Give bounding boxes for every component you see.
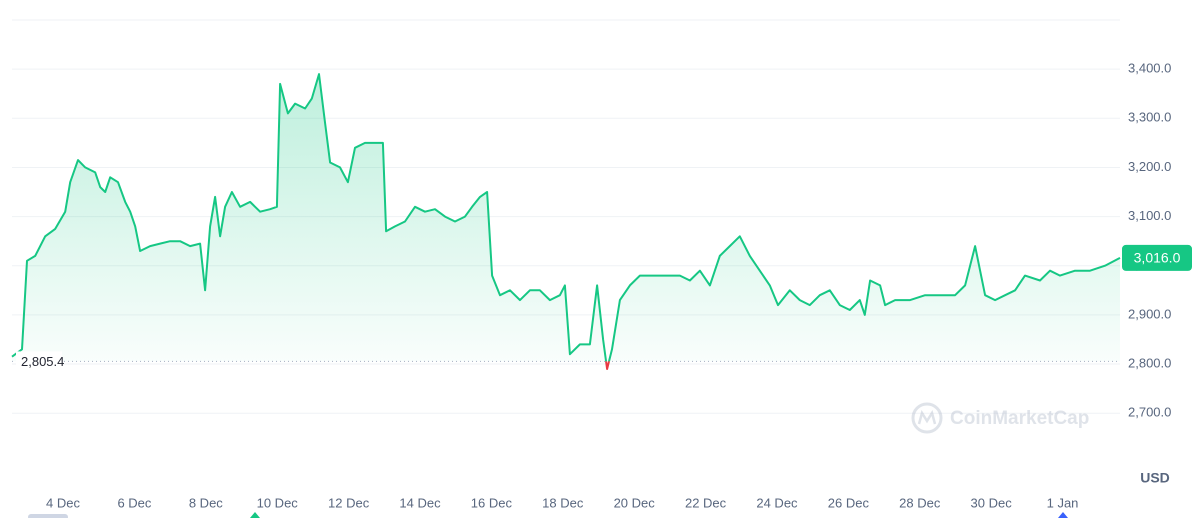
watermark: CoinMarketCap	[911, 402, 1089, 434]
x-tick-label: 30 Dec	[971, 495, 1013, 510]
y-tick-label: 3,200.0	[1128, 159, 1171, 174]
last-price-label: 3,016.0	[1134, 250, 1181, 266]
event-marker[interactable]	[250, 512, 260, 518]
y-tick-label: 3,400.0	[1128, 61, 1171, 76]
x-tick-label: 22 Dec	[685, 495, 727, 510]
event-marker[interactable]	[1058, 512, 1068, 518]
baseline-label: 2,805.4	[21, 354, 64, 369]
y-tick-label: 2,900.0	[1128, 306, 1171, 321]
x-tick-label: 18 Dec	[542, 495, 584, 510]
x-tick-label: 26 Dec	[828, 495, 870, 510]
x-tick-label: 6 Dec	[117, 495, 151, 510]
x-tick-label: 10 Dec	[257, 495, 299, 510]
x-tick-label: 24 Dec	[756, 495, 798, 510]
watermark-text: CoinMarketCap	[950, 408, 1089, 429]
x-tick-label: 12 Dec	[328, 495, 370, 510]
y-tick-label: 3,100.0	[1128, 208, 1171, 223]
price-line	[11, 73, 1121, 362]
x-tick-label: 1 Jan	[1047, 495, 1079, 510]
currency-label: USD	[1140, 470, 1170, 486]
x-tick-label: 20 Dec	[614, 495, 656, 510]
x-tick-label: 28 Dec	[899, 495, 941, 510]
scroll-handle[interactable]	[28, 514, 68, 518]
x-tick-label: 4 Dec	[46, 495, 80, 510]
last-price-box	[1122, 244, 1192, 271]
y-tick-label: 3,300.0	[1128, 110, 1171, 125]
x-tick-label: 14 Dec	[399, 495, 441, 510]
price-area	[12, 74, 1120, 362]
y-tick-label: 2,700.0	[1128, 405, 1171, 420]
y-tick-label: 2,800.0	[1128, 355, 1171, 370]
baseline-label-bg	[16, 351, 62, 372]
x-tick-label: 8 Dec	[189, 495, 223, 510]
x-tick-label: 16 Dec	[471, 495, 513, 510]
